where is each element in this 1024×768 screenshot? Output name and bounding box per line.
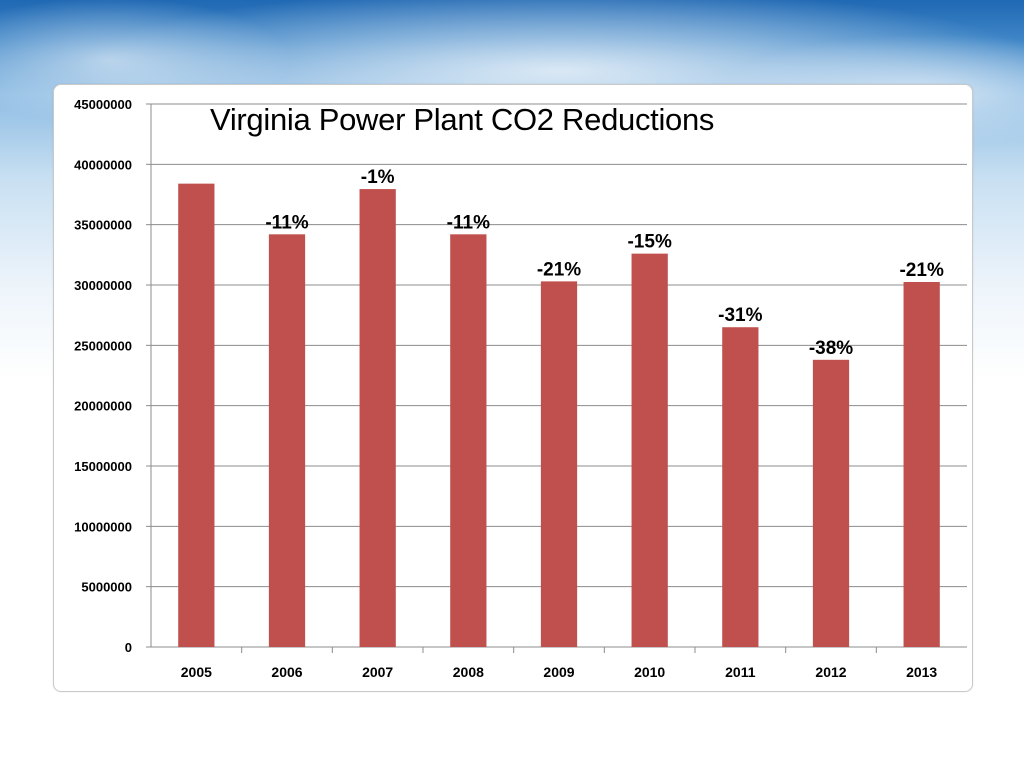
- x-tick-label: 2012: [815, 664, 846, 680]
- bar-2012: [812, 359, 850, 647]
- x-tick-label: 2008: [453, 664, 484, 680]
- x-tick-label: 2007: [362, 664, 393, 680]
- y-tick-label: 25000000: [74, 338, 132, 353]
- y-tick-label: 0: [125, 640, 132, 655]
- data-label: -21%: [537, 259, 581, 280]
- data-label: -1%: [361, 167, 395, 188]
- y-tick-label: 5000000: [81, 580, 132, 595]
- x-tick-label: 2010: [634, 664, 665, 680]
- y-tick-label: 40000000: [74, 157, 132, 172]
- x-tick-label: 2009: [543, 664, 574, 680]
- x-tick-label: 2006: [271, 664, 302, 680]
- y-tick-label: 10000000: [74, 519, 132, 534]
- bar-2009: [540, 281, 578, 647]
- bar-2007: [359, 189, 396, 647]
- x-tick-label: 2013: [906, 664, 937, 680]
- data-label: -38%: [809, 338, 853, 359]
- data-label: -31%: [718, 305, 762, 326]
- y-tick-label: 20000000: [74, 399, 132, 414]
- data-label: -11%: [265, 212, 308, 233]
- y-tick-label: 45000000: [74, 97, 132, 112]
- bar-2013: [903, 281, 940, 647]
- bar-2005: [178, 183, 215, 647]
- y-tick-label: 30000000: [74, 278, 132, 293]
- bar-2010: [631, 253, 668, 648]
- chart-title: Virginia Power Plant CO2 Reductions: [210, 102, 715, 137]
- y-tick-label: 15000000: [74, 459, 132, 474]
- bar-2008: [450, 234, 487, 647]
- y-tick-label: 35000000: [74, 218, 132, 233]
- x-tick-label: 2005: [181, 664, 212, 680]
- bar-2011: [722, 327, 759, 647]
- data-label: -11%: [447, 212, 490, 233]
- data-label: -21%: [899, 260, 943, 281]
- x-tick-label: 2011: [725, 664, 756, 680]
- bar-2006: [268, 234, 306, 647]
- data-label: -15%: [627, 232, 671, 253]
